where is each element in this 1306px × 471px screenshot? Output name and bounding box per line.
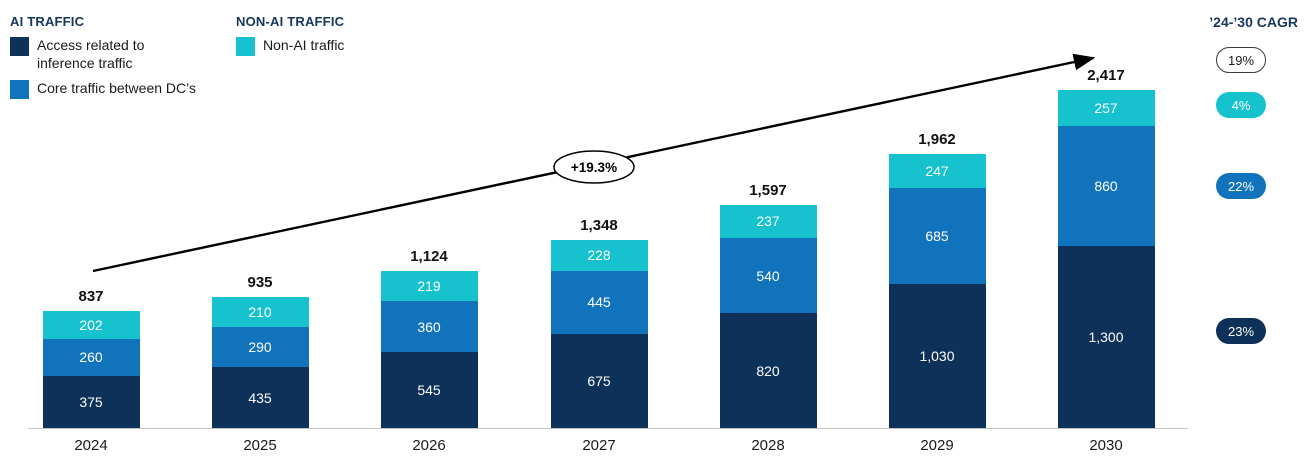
access-traffic-swatch — [10, 37, 29, 56]
segment-value-label: 545 — [417, 381, 441, 398]
bar-2030-total-label: 2,417 — [1087, 67, 1125, 84]
bar-2029-segment-0: 1,030 — [888, 284, 986, 428]
segment-value-label: 237 — [756, 213, 780, 230]
segment-value-label: 685 — [925, 228, 949, 245]
x-tick-2027: 2027 — [582, 437, 616, 454]
bar-2025-total-label: 935 — [247, 274, 273, 292]
bar-2024-segment-2: 202 — [42, 311, 140, 340]
bar-2029-segment-1: 685 — [888, 188, 986, 284]
x-tick-2029: 2029 — [920, 437, 954, 454]
cagr-badge-access: 23% — [1216, 318, 1266, 344]
bar-2030-segment-2: 257 — [1057, 90, 1155, 126]
segment-value-label: 360 — [417, 318, 441, 335]
bar-2026-total-label: 1,124 — [410, 247, 448, 265]
bar-2028-segment-1: 540 — [719, 237, 817, 314]
bar-2025-segment-0: 435 — [211, 367, 309, 428]
segment-value-label: 540 — [756, 267, 780, 284]
bar-2029-segment-2: 247 — [888, 153, 986, 189]
segment-value-label: 860 — [1094, 178, 1118, 195]
segment-value-label: 247 — [925, 162, 949, 179]
non-ai-traffic-swatch — [236, 37, 255, 56]
cagr-title: ’24-’30 CAGR — [1209, 14, 1298, 30]
segment-value-label: 1,300 — [1088, 329, 1124, 346]
bar-2029-total-label: 1,962 — [918, 130, 956, 148]
segment-value-label: 202 — [79, 317, 103, 334]
bar-2026-segment-0: 545 — [380, 351, 478, 428]
bar-2024-total-label: 837 — [78, 288, 104, 305]
segment-value-label: 675 — [587, 372, 611, 389]
bar-2026-segment-2: 219 — [380, 270, 478, 302]
legend-ai-title: AI TRAFFIC — [10, 14, 85, 29]
segment-value-label: 257 — [1094, 99, 1118, 116]
segment-value-label: 210 — [248, 303, 272, 320]
core-traffic-swatch — [10, 80, 29, 99]
bar-2030-segment-0: 1,300 — [1057, 246, 1155, 428]
segment-value-label: 1,030 — [919, 348, 955, 364]
legend-non-ai-traffic: NON-AI TRAFFIC Non-AI traffic — [236, 14, 344, 56]
segment-value-label: 260 — [79, 349, 103, 366]
legend-non-ai-title: NON-AI TRAFFIC — [236, 14, 345, 29]
segment-value-label: 290 — [248, 338, 272, 355]
cagr-badge-core: 22% — [1216, 173, 1266, 199]
bar-2025-segment-2: 210 — [211, 297, 309, 327]
segment-value-label: 375 — [79, 393, 103, 410]
x-tick-2025: 2025 — [243, 437, 277, 454]
legend-item-nonai: Non-AI traffic — [236, 37, 344, 56]
bar-2030-segment-1: 860 — [1057, 125, 1155, 247]
cagr-badge-total: 19% — [1216, 47, 1266, 73]
x-tick-2028: 2028 — [751, 437, 785, 454]
cagr-badge-nonai: 4% — [1216, 92, 1266, 118]
bar-2024-segment-0: 375 — [42, 375, 140, 428]
bar-2024-segment-1: 260 — [42, 339, 140, 376]
bar-2027-segment-1: 445 — [550, 271, 648, 334]
legend-label-nonai: Non-AI traffic — [263, 37, 345, 53]
bar-2027-total-label: 1,348 — [580, 216, 618, 234]
bar-2028-segment-0: 820 — [719, 313, 817, 428]
bar-2027-segment-0: 675 — [550, 333, 648, 428]
x-tick-2026: 2026 — [412, 437, 446, 454]
x-axis-line — [28, 428, 1188, 429]
segment-value-label: 445 — [587, 294, 611, 311]
bar-2027-segment-2: 228 — [550, 239, 648, 272]
bar-2026-segment-1: 360 — [380, 301, 478, 352]
bar-2028-total-label: 1,597 — [749, 181, 787, 199]
segment-value-label: 228 — [587, 247, 611, 264]
segment-value-label: 820 — [756, 362, 780, 379]
bar-2028-segment-2: 237 — [719, 204, 817, 238]
x-tick-2030: 2030 — [1089, 437, 1123, 454]
bar-2025-segment-1: 290 — [211, 326, 309, 368]
segment-value-label: 219 — [417, 278, 441, 295]
segment-value-label: 435 — [248, 389, 272, 406]
x-tick-2024: 2024 — [74, 437, 108, 454]
